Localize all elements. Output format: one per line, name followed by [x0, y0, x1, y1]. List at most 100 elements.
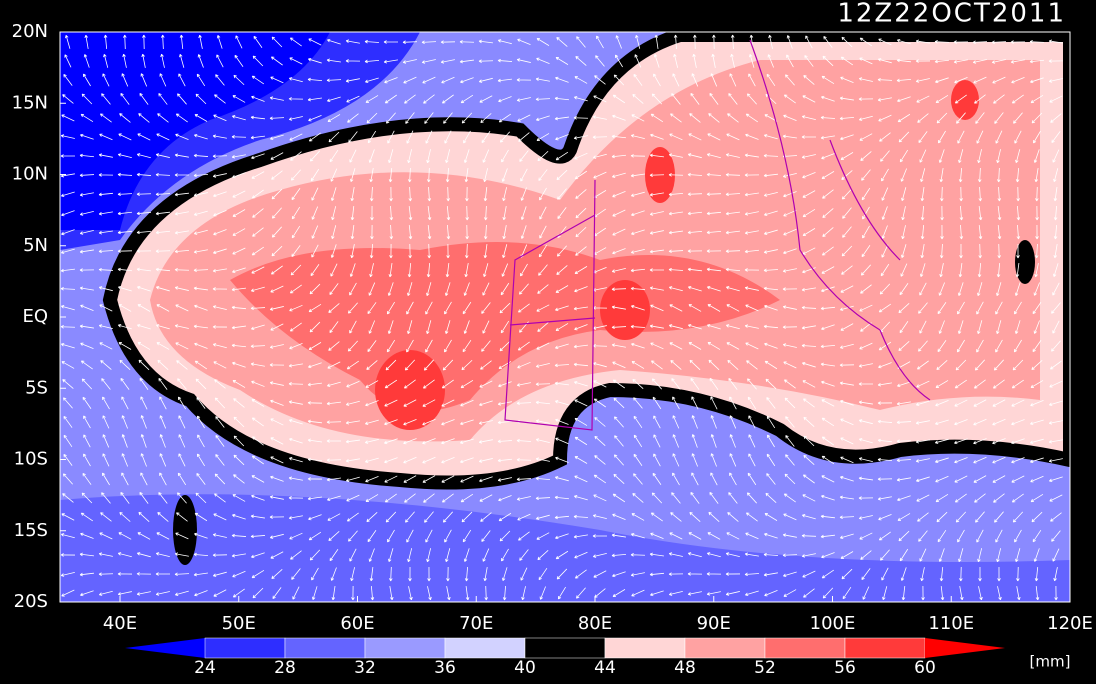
wind-vector	[555, 134, 569, 141]
wind-vector	[478, 420, 493, 425]
wind-vector	[668, 211, 683, 216]
coastline	[749, 39, 931, 401]
wind-vector	[725, 230, 740, 235]
wind-vector	[898, 530, 910, 542]
wind-vector	[251, 569, 265, 579]
wind-vector	[269, 96, 284, 101]
wind-vector	[307, 97, 322, 102]
wind-vector	[690, 377, 700, 390]
wind-vector	[978, 224, 983, 240]
wind-vector	[687, 267, 703, 272]
colorbar-label: 56	[834, 658, 856, 678]
wind-vector	[535, 514, 550, 520]
wind-vector	[446, 186, 450, 202]
wind-vector	[483, 263, 489, 278]
wind-vector	[649, 153, 664, 158]
wind-vector	[425, 130, 433, 144]
wind-vector	[821, 324, 835, 331]
wind-vector	[1035, 205, 1039, 221]
wind-vector	[98, 324, 113, 329]
wind-vector	[175, 113, 188, 123]
wind-vector	[763, 134, 778, 140]
wind-vector	[710, 73, 718, 87]
wind-vector	[383, 40, 399, 44]
wind-vector	[919, 263, 926, 277]
wind-vector	[478, 77, 493, 83]
wind-vector	[896, 58, 911, 63]
wind-vector	[938, 548, 945, 562]
wind-vector	[1030, 457, 1044, 464]
wind-vector	[763, 268, 779, 273]
wind-vector	[841, 188, 853, 200]
wind-vector	[669, 304, 683, 312]
wind-vector	[389, 586, 394, 601]
wind-vector	[673, 53, 679, 68]
wind-vector	[403, 76, 417, 84]
wind-vector	[345, 39, 360, 44]
wind-vector	[649, 324, 664, 329]
wind-vector	[858, 476, 873, 481]
wind-vector	[251, 95, 265, 102]
wind-vector	[612, 571, 626, 578]
wind-vector	[269, 116, 285, 121]
wind-vector	[574, 399, 588, 407]
wind-vector	[861, 245, 871, 258]
wind-vector	[995, 339, 1003, 353]
wind-vector	[725, 211, 740, 216]
wind-vector	[212, 268, 227, 273]
wind-vector	[747, 472, 757, 486]
colorbar-label: 48	[674, 658, 696, 678]
wind-vector	[821, 475, 835, 483]
wind-vector	[729, 453, 737, 467]
wind-vector	[726, 342, 740, 350]
wind-vector	[725, 153, 740, 158]
wind-vector	[156, 532, 170, 540]
wind-vector	[651, 492, 663, 504]
wind-vector	[121, 73, 129, 87]
wind-vector	[710, 453, 717, 467]
wind-vector	[974, 359, 986, 371]
wind-vector	[555, 550, 569, 560]
wind-vector	[233, 454, 245, 466]
wind-vector	[289, 437, 303, 444]
wind-vector	[347, 113, 359, 123]
wind-vector	[630, 173, 645, 178]
wind-vector	[997, 586, 1002, 601]
wind-vector	[763, 229, 778, 235]
wind-vector	[118, 304, 132, 312]
wind-vector	[288, 400, 303, 405]
wind-vector	[137, 323, 151, 330]
wind-vector	[174, 230, 189, 235]
wind-vector	[976, 529, 984, 543]
wind-vector	[213, 361, 227, 369]
wind-vector	[250, 306, 266, 311]
wind-vector	[459, 40, 475, 44]
wind-vector	[633, 415, 643, 429]
wind-vector	[1052, 320, 1060, 334]
wind-vector	[289, 133, 303, 141]
wind-vector	[974, 379, 986, 389]
wind-vector	[785, 435, 795, 447]
wind-vector	[554, 495, 570, 500]
wind-vector	[802, 95, 816, 103]
wind-vector	[1033, 130, 1041, 144]
wind-vector	[763, 153, 779, 158]
wind-vector	[992, 418, 1006, 426]
wind-vector	[1051, 530, 1061, 542]
wind-vector	[250, 286, 265, 292]
wind-vector	[502, 206, 507, 221]
wind-vector	[1012, 359, 1024, 371]
wind-vector	[441, 457, 455, 464]
wind-vector	[803, 398, 815, 408]
wind-vector	[463, 282, 470, 296]
wind-vector	[821, 246, 834, 256]
wind-vector	[441, 438, 455, 445]
wind-vector	[614, 435, 624, 447]
wind-vector	[554, 400, 569, 406]
wind-vector	[156, 133, 170, 141]
wind-vector	[611, 553, 627, 558]
wind-vector	[536, 342, 550, 350]
wind-vector	[860, 264, 871, 276]
wind-vector	[403, 475, 417, 483]
wind-vector	[270, 285, 284, 293]
